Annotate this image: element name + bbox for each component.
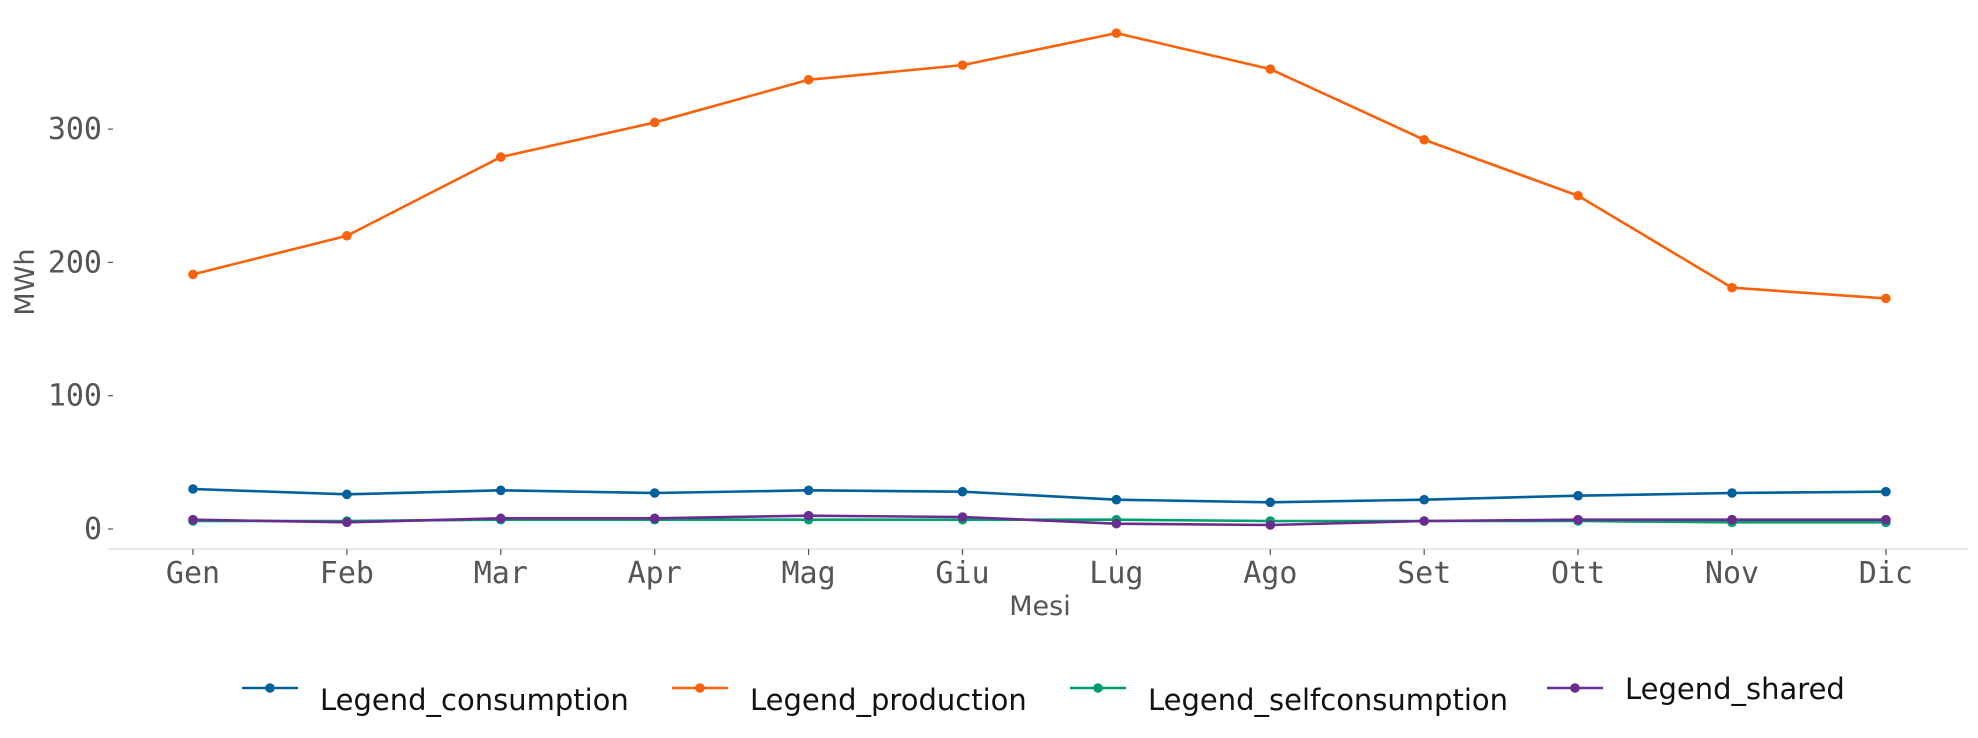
x-tick-label: Mar bbox=[474, 556, 528, 591]
series-Legend_production bbox=[188, 28, 1891, 304]
legend-swatch-marker bbox=[265, 683, 275, 693]
data-point bbox=[957, 486, 968, 497]
data-point bbox=[803, 485, 814, 496]
data-point bbox=[649, 488, 660, 498]
x-tick-label: Nov bbox=[1705, 556, 1759, 591]
legend-item: Legend_consumption bbox=[242, 683, 629, 717]
x-tick-label: Set bbox=[1397, 556, 1451, 591]
y-tick-label: 200 bbox=[48, 245, 102, 280]
y-tick-label: 300 bbox=[48, 112, 102, 147]
data-point bbox=[1111, 518, 1122, 529]
data-point bbox=[496, 513, 506, 524]
data-point bbox=[1573, 190, 1583, 201]
legend-label: Legend_production bbox=[750, 683, 1027, 717]
data-point bbox=[1419, 494, 1429, 505]
data-point bbox=[1265, 64, 1276, 74]
data-point bbox=[342, 489, 352, 500]
data-point bbox=[1419, 516, 1429, 526]
x-axis-title: Mesi bbox=[1009, 591, 1070, 622]
data-point bbox=[1419, 134, 1429, 145]
y-tick-label: 0 bbox=[84, 512, 102, 547]
data-point bbox=[1727, 282, 1737, 293]
data-point bbox=[1881, 486, 1891, 497]
series-line bbox=[192, 31, 1886, 300]
data-point bbox=[1727, 488, 1737, 498]
x-tick-label: Ott bbox=[1551, 556, 1605, 591]
data-point bbox=[957, 60, 968, 70]
data-point bbox=[188, 269, 198, 280]
y-axis: 0 100 200 300 bbox=[48, 112, 113, 547]
x-tick-label: Feb bbox=[320, 556, 374, 591]
x-tick-label: Mag bbox=[782, 556, 836, 591]
legend-label: Legend_consumption bbox=[320, 683, 629, 717]
legend-swatch-marker bbox=[1093, 683, 1103, 693]
data-point bbox=[1573, 514, 1583, 525]
x-tick-label: Dic bbox=[1859, 556, 1913, 591]
data-point bbox=[188, 514, 198, 525]
series-Legend_shared bbox=[188, 510, 1891, 530]
legend-swatch-marker bbox=[1570, 683, 1580, 693]
x-tick-label: Giu bbox=[935, 556, 989, 591]
data-point bbox=[803, 510, 814, 521]
x-axis: Gen Feb Mar Apr Mag Giu Lug Ago Set Ott Nov Dic bbox=[108, 548, 1968, 591]
series-line bbox=[192, 514, 1886, 527]
data-point bbox=[1111, 494, 1122, 505]
data-point bbox=[803, 74, 814, 85]
y-tick-label: 100 bbox=[48, 379, 102, 414]
data-point bbox=[957, 512, 968, 522]
x-tick-label: Gen bbox=[166, 556, 220, 591]
data-point bbox=[188, 484, 198, 494]
x-tick-label: Apr bbox=[628, 556, 682, 591]
data-point bbox=[496, 152, 506, 162]
x-tick-label: Lug bbox=[1089, 556, 1143, 591]
data-point bbox=[1573, 490, 1583, 501]
plot-series bbox=[188, 28, 1891, 530]
legend-label: Legend_selfconsumption bbox=[1148, 683, 1508, 717]
data-point bbox=[649, 117, 660, 128]
data-point bbox=[1111, 28, 1122, 38]
data-point bbox=[342, 517, 352, 528]
y-axis-title: MWh bbox=[10, 248, 41, 315]
legend-label: Legend_shared bbox=[1625, 672, 1845, 706]
legend-swatch-marker bbox=[695, 683, 705, 693]
data-point bbox=[1265, 497, 1276, 508]
data-point bbox=[496, 485, 506, 496]
data-point bbox=[342, 230, 352, 241]
series-Legend_consumption bbox=[188, 484, 1891, 508]
data-point bbox=[1265, 520, 1276, 530]
x-tick-label: Ago bbox=[1243, 556, 1297, 591]
legend-item: Legend_production bbox=[672, 683, 1027, 717]
data-point bbox=[1881, 293, 1891, 304]
legend: Legend_consumption Legend_production Legen… bbox=[242, 672, 1845, 717]
data-point bbox=[1727, 514, 1737, 525]
series-line bbox=[192, 487, 1886, 504]
legend-item: Legend_selfconsumption bbox=[1070, 683, 1508, 717]
data-point bbox=[1881, 514, 1891, 525]
data-point bbox=[649, 513, 660, 524]
legend-item: Legend_shared bbox=[1547, 672, 1845, 706]
